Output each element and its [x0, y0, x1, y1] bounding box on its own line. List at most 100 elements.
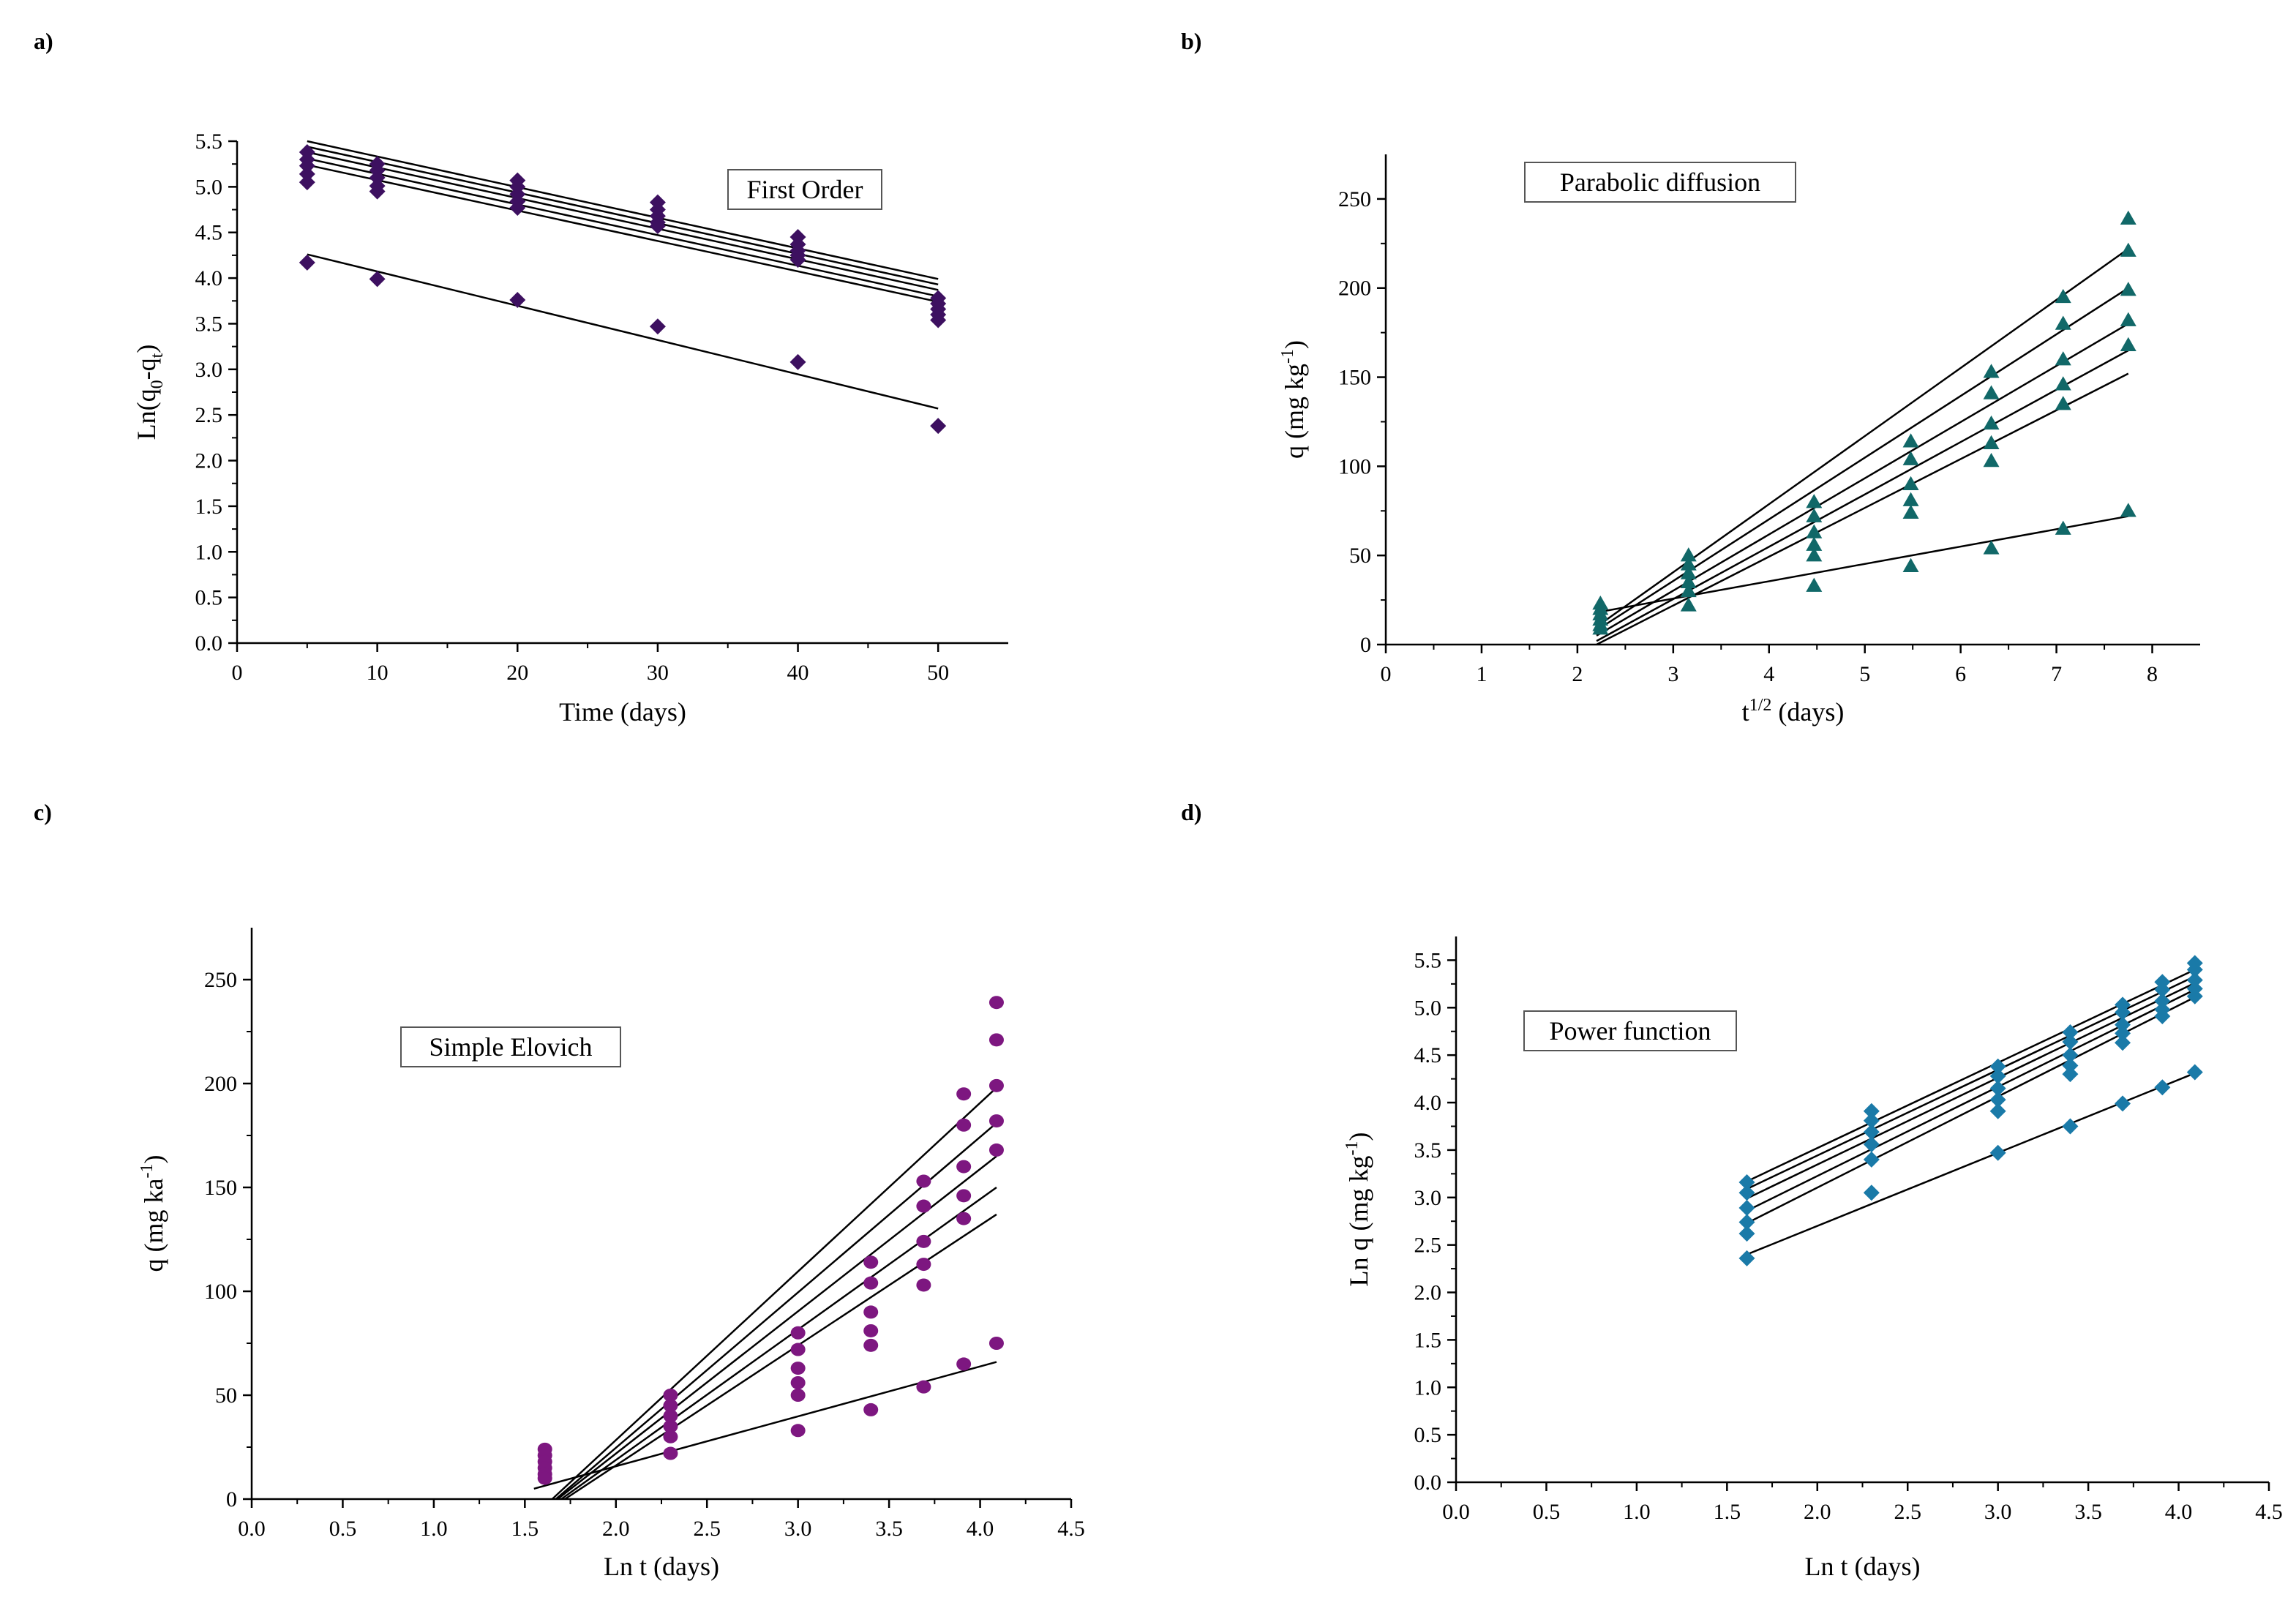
x-tick-label: 0.0 — [1442, 1500, 1470, 1524]
fit-line-s5 — [1596, 372, 2129, 646]
data-point-s3 — [2055, 351, 2071, 366]
y-tick-label: 0.5 — [1414, 1423, 1442, 1447]
y-tick-label: 150 — [204, 1176, 237, 1200]
y-tick-label: 200 — [1338, 277, 1371, 301]
data-point-s2 — [663, 1399, 678, 1413]
data-point-s5 — [988, 1143, 1004, 1157]
fit-line-s3 — [557, 1155, 997, 1500]
data-point-s6 — [1989, 1144, 2006, 1161]
data-point-s4 — [790, 1375, 806, 1389]
data-point-s3 — [1983, 415, 2000, 430]
data-point-s1 — [2055, 288, 2071, 304]
data-point-s1 — [1806, 494, 1823, 508]
y-axis-title: Ln(q0-qt) — [132, 345, 167, 440]
x-tick-label: 1.5 — [1714, 1500, 1741, 1524]
data-point-s1 — [863, 1255, 879, 1269]
y-tick-label: 50 — [1349, 544, 1371, 568]
x-axis-title: t1/2 (days) — [1742, 696, 1845, 726]
y-tick-label: 0 — [226, 1487, 237, 1512]
fit-line-s2 — [307, 146, 939, 286]
data-point-s3 — [369, 169, 386, 186]
data-point-s6 — [1806, 577, 1823, 592]
x-tick-label: 40 — [787, 661, 809, 685]
data-point-s4 — [1806, 536, 1823, 551]
data-point-s5 — [2186, 988, 2203, 1005]
data-point-s1 — [988, 996, 1004, 1010]
data-point-s3 — [2120, 282, 2136, 296]
x-tick-label: 1.5 — [511, 1517, 539, 1541]
data-point-s5 — [2154, 1007, 2171, 1024]
y-tick-label: 100 — [1338, 454, 1371, 478]
legend-box — [400, 1026, 621, 1067]
x-tick-label: 3.5 — [875, 1517, 903, 1541]
data-point-s2 — [2120, 242, 2136, 257]
data-point-s6 — [2055, 520, 2071, 535]
data-point-s6 — [509, 292, 526, 309]
x-axis-title: Ln t (days) — [604, 1552, 719, 1581]
data-point-s3 — [2154, 993, 2171, 1010]
chart-title: Simple Elovich — [429, 1032, 593, 1062]
y-tick-label: 0.0 — [1414, 1471, 1442, 1495]
data-point-s3 — [1989, 1080, 2006, 1097]
y-tick-label: 250 — [1338, 187, 1371, 211]
x-tick-label: 2.0 — [1804, 1500, 1831, 1524]
data-point-s1 — [1989, 1058, 2006, 1075]
x-tick-label: 4.5 — [2255, 1500, 2283, 1524]
data-point-s3 — [2115, 1016, 2131, 1033]
y-tick-label: 100 — [204, 1280, 237, 1304]
panel-label-b: b) — [1181, 28, 1202, 54]
y-tick-label: 4.0 — [195, 266, 223, 290]
data-point-s2 — [1738, 1184, 1755, 1201]
x-tick-label: 2.5 — [1894, 1500, 1921, 1524]
data-point-s3 — [2062, 1047, 2079, 1064]
data-point-s4 — [1680, 574, 1697, 588]
x-tick-label: 3.0 — [1984, 1500, 2012, 1524]
fit-line-s2 — [1746, 975, 2196, 1190]
data-point-s6 — [2062, 1118, 2079, 1135]
x-tick-label: 20 — [506, 661, 528, 685]
data-point-s3 — [1680, 565, 1697, 579]
data-point-s6 — [930, 418, 947, 435]
data-point-s6 — [1902, 557, 1919, 573]
fit-line-s5 — [564, 1213, 997, 1501]
data-point-s6 — [1738, 1250, 1755, 1266]
x-tick-label: 0.5 — [329, 1517, 357, 1541]
data-point-s6 — [663, 1446, 678, 1460]
x-tick-label: 7 — [2051, 662, 2062, 686]
data-point-s1 — [1902, 433, 1919, 448]
x-tick-label: 30 — [647, 661, 669, 685]
data-point-s1 — [916, 1174, 931, 1188]
x-tick-label: 1 — [1476, 662, 1487, 686]
y-tick-label: 5.5 — [195, 129, 223, 154]
data-point-s1 — [2062, 1024, 2079, 1041]
data-point-s4 — [2120, 312, 2136, 326]
x-tick-label: 4.0 — [2165, 1500, 2193, 1524]
fit-line-s1 — [1596, 248, 2129, 628]
data-point-s4 — [1738, 1214, 1755, 1231]
data-point-s4 — [1983, 435, 2000, 449]
y-tick-label: 4.5 — [195, 221, 223, 245]
data-point-s5 — [1863, 1151, 1880, 1168]
data-point-s6 — [2154, 1079, 2171, 1096]
data-point-s2 — [2186, 961, 2203, 978]
fit-line-s3 — [1596, 323, 2129, 637]
y-tick-label: 1.5 — [195, 495, 223, 519]
y-tick-label: 3.0 — [195, 358, 223, 382]
data-point-s5 — [956, 1212, 972, 1225]
data-point-s3 — [863, 1305, 879, 1319]
data-point-s6 — [2120, 503, 2136, 517]
x-tick-label: 0 — [1381, 662, 1392, 686]
data-point-s6 — [649, 318, 666, 335]
data-point-s4 — [2115, 1025, 2131, 1042]
data-point-s3 — [2186, 972, 2203, 988]
panel-label-a: a) — [34, 28, 53, 54]
data-point-s6 — [1680, 597, 1697, 612]
legend-box — [1523, 1010, 1737, 1051]
data-point-s6 — [537, 1471, 552, 1485]
data-point-s6 — [1592, 620, 1609, 635]
legend-box — [1524, 162, 1796, 203]
data-point-s6 — [2186, 1064, 2203, 1081]
data-point-s3 — [790, 1362, 806, 1375]
y-tick-label: 0 — [1360, 633, 1371, 657]
x-tick-label: 3.0 — [784, 1517, 812, 1541]
